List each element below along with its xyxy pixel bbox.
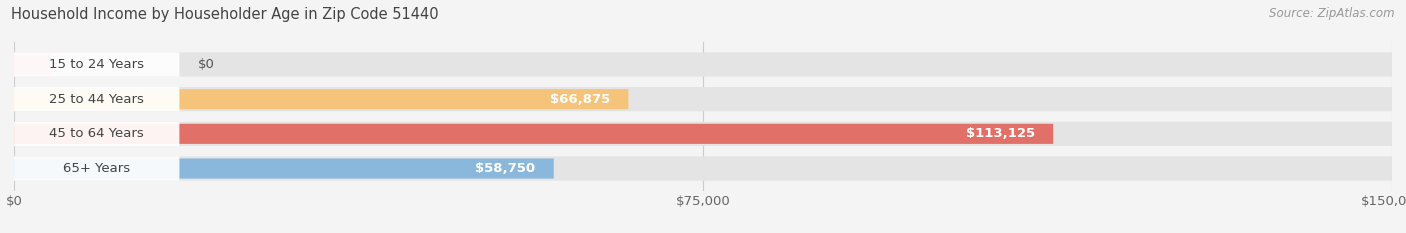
FancyBboxPatch shape [14, 89, 628, 109]
FancyBboxPatch shape [14, 87, 1392, 111]
FancyBboxPatch shape [14, 55, 51, 75]
FancyBboxPatch shape [14, 122, 180, 146]
Text: 15 to 24 Years: 15 to 24 Years [49, 58, 145, 71]
FancyBboxPatch shape [14, 156, 180, 181]
FancyBboxPatch shape [14, 156, 1392, 181]
Text: Household Income by Householder Age in Zip Code 51440: Household Income by Householder Age in Z… [11, 7, 439, 22]
FancyBboxPatch shape [14, 122, 1392, 146]
Text: $58,750: $58,750 [475, 162, 536, 175]
FancyBboxPatch shape [14, 52, 1392, 77]
Text: 45 to 64 Years: 45 to 64 Years [49, 127, 143, 140]
FancyBboxPatch shape [14, 87, 180, 111]
Text: $113,125: $113,125 [966, 127, 1035, 140]
Text: 25 to 44 Years: 25 to 44 Years [49, 93, 145, 106]
Text: $0: $0 [198, 58, 215, 71]
Text: 65+ Years: 65+ Years [63, 162, 131, 175]
FancyBboxPatch shape [14, 52, 180, 77]
Text: $66,875: $66,875 [550, 93, 610, 106]
FancyBboxPatch shape [14, 124, 1053, 144]
FancyBboxPatch shape [14, 158, 554, 178]
Text: Source: ZipAtlas.com: Source: ZipAtlas.com [1270, 7, 1395, 20]
